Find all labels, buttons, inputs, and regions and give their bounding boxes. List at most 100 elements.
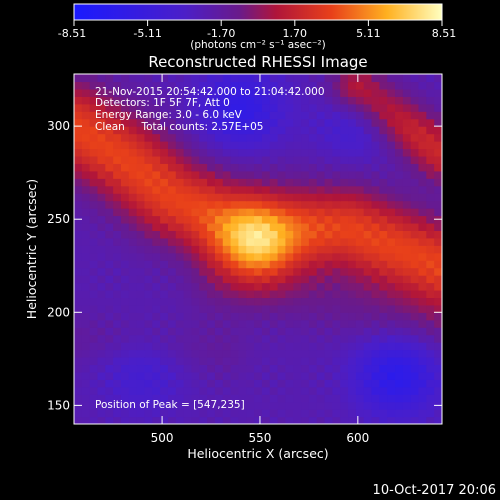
heatmap-cell <box>277 163 286 172</box>
heatmap-cell <box>395 334 404 343</box>
heatmap-cell <box>395 230 404 239</box>
heatmap-cell <box>222 222 232 231</box>
heatmap-cell <box>254 252 263 261</box>
heatmap-cell <box>340 103 349 112</box>
heatmap-cell <box>277 155 286 164</box>
heatmap-cell <box>340 409 349 418</box>
heatmap-cell <box>324 297 333 306</box>
heatmap-cell <box>113 386 122 395</box>
heatmap-cell <box>167 267 177 276</box>
heatmap-cell <box>191 312 200 321</box>
heatmap-cell <box>89 245 99 254</box>
heatmap-cell <box>332 237 341 246</box>
heatmap-cell <box>183 215 193 224</box>
heatmap-cell <box>222 260 232 269</box>
heatmap-cell <box>379 111 388 120</box>
heatmap-cell <box>207 96 216 105</box>
heatmap-cell <box>395 148 404 157</box>
heatmap-cell <box>183 371 193 380</box>
heatmap-cell <box>308 297 318 306</box>
heatmap-cell <box>340 252 349 261</box>
heatmap-cell <box>207 267 216 276</box>
heatmap-cell <box>183 74 193 83</box>
heatmap-cell <box>74 409 83 418</box>
heatmap-cell <box>308 222 318 231</box>
heatmap-cell <box>144 356 153 366</box>
heatmap-cell <box>348 96 357 105</box>
heatmap-cell <box>191 386 200 395</box>
heatmap-cell <box>144 163 153 172</box>
heatmap-cell <box>175 103 185 112</box>
heatmap-cell <box>324 334 333 343</box>
heatmap-cell <box>230 200 240 209</box>
heatmap-cell <box>301 245 310 254</box>
heatmap-cell <box>214 208 224 217</box>
heatmap-cell <box>387 379 396 388</box>
heatmap-cell <box>144 245 153 254</box>
heatmap-cell <box>144 155 153 164</box>
heatmap-cell <box>74 371 83 380</box>
heatmap-cell <box>301 141 310 150</box>
heatmap-cell <box>371 155 380 164</box>
heatmap-cell <box>97 371 106 380</box>
y-tick-label: 200 <box>47 305 70 319</box>
heatmap-cell <box>277 96 286 105</box>
heatmap-cell <box>152 178 161 187</box>
heatmap-cell <box>363 349 373 358</box>
heatmap-cell <box>120 304 130 313</box>
heatmap-cell <box>387 386 396 395</box>
heatmap-cell <box>277 327 286 336</box>
heatmap-cell <box>426 327 435 336</box>
heatmap-cell <box>379 349 388 358</box>
heatmap-cell <box>199 275 208 284</box>
heatmap-cell <box>261 215 271 224</box>
heatmap-cell <box>277 260 286 269</box>
heatmap-cell <box>74 141 83 150</box>
heatmap-cell <box>371 304 380 313</box>
heatmap-cell <box>238 371 247 380</box>
heatmap-cell <box>97 111 106 120</box>
heatmap-cell <box>144 170 153 179</box>
heatmap-cell <box>426 252 435 261</box>
heatmap-cell <box>105 141 114 150</box>
heatmap-cell <box>402 155 412 164</box>
heatmap-cell <box>183 178 193 187</box>
heatmap-cell <box>363 364 373 373</box>
heatmap-cell <box>175 260 185 269</box>
heatmap-cell <box>371 81 380 90</box>
heatmap-cell <box>277 230 286 239</box>
heatmap-cell <box>191 342 200 351</box>
heatmap-cell <box>434 319 442 328</box>
heatmap-cell <box>167 379 177 388</box>
heatmap-cell <box>371 416 380 424</box>
heatmap-cell <box>74 289 83 299</box>
heatmap-cell <box>269 275 279 284</box>
heatmap-cell <box>183 356 193 366</box>
heatmap-cell <box>144 386 153 395</box>
heatmap-cell <box>160 163 169 172</box>
heatmap-cell <box>152 200 161 209</box>
heatmap-cell <box>301 133 310 142</box>
heatmap-cell <box>175 155 185 164</box>
heatmap-cell <box>199 111 208 120</box>
heatmap-cell <box>316 88 326 97</box>
heatmap-cell <box>128 349 138 358</box>
heatmap-cell <box>120 371 130 380</box>
heatmap-cell <box>222 215 232 224</box>
heatmap-cell <box>301 118 310 127</box>
heatmap-cell <box>230 185 240 194</box>
heatmap-cell <box>120 96 130 105</box>
heatmap-cell <box>120 394 130 403</box>
heatmap-cell <box>74 103 83 112</box>
heatmap-cell <box>222 200 232 209</box>
heatmap-cell <box>222 401 232 410</box>
heatmap-cell <box>434 185 442 194</box>
heatmap-cell <box>434 342 442 351</box>
heatmap-cell <box>191 289 200 299</box>
heatmap-cell <box>175 245 185 254</box>
heatmap-cell <box>105 118 114 127</box>
heatmap-cell <box>128 185 138 194</box>
heatmap-cell <box>418 88 427 97</box>
heatmap-cell <box>387 409 396 418</box>
heatmap-cell <box>175 96 185 105</box>
